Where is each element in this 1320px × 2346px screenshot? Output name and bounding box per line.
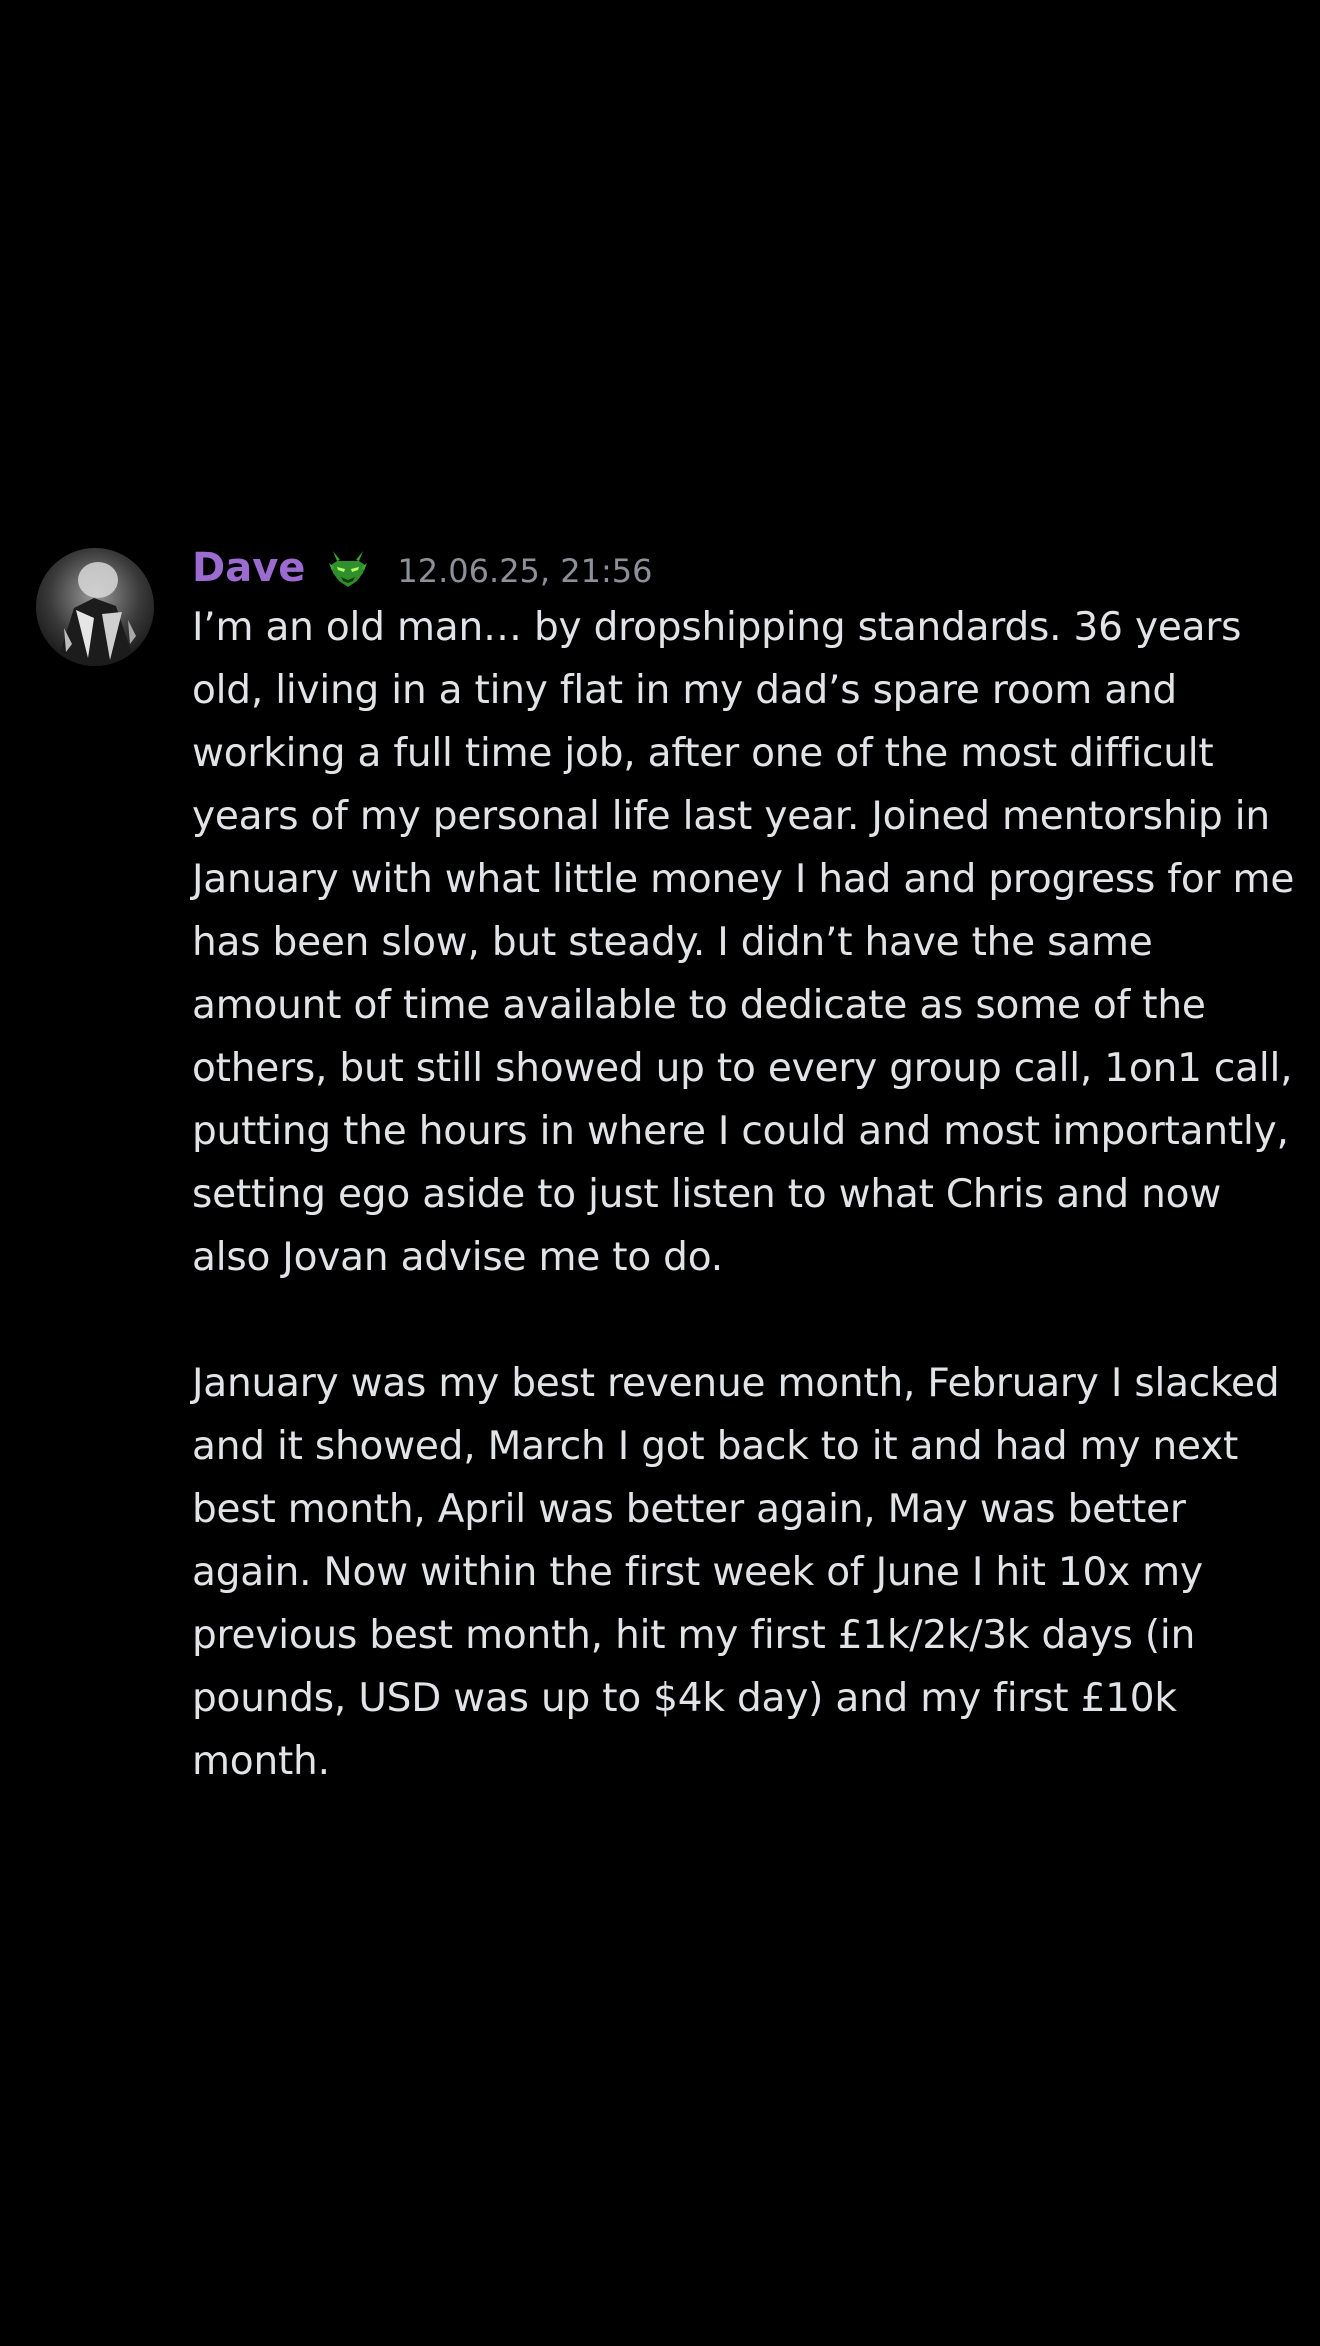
green-demon-badge-icon[interactable]: [327, 547, 369, 589]
chat-message: Dave 12.06.25, 21:56 I’m an old man… by …: [36, 545, 1296, 1793]
message-content: Dave 12.06.25, 21:56 I’m an old man… by …: [192, 545, 1296, 1793]
message-paragraph: I’m an old man… by dropshipping standard…: [192, 605, 1307, 1280]
message-header: Dave 12.06.25, 21:56: [192, 544, 1296, 592]
message-timestamp: 12.06.25, 21:56: [397, 552, 653, 590]
username[interactable]: Dave: [192, 545, 306, 591]
avatar-image: [36, 548, 154, 666]
message-body: I’m an old man… by dropshipping standard…: [192, 596, 1296, 1793]
message-paragraph: January was my best revenue month, Febru…: [192, 1361, 1292, 1784]
avatar[interactable]: [36, 548, 154, 666]
